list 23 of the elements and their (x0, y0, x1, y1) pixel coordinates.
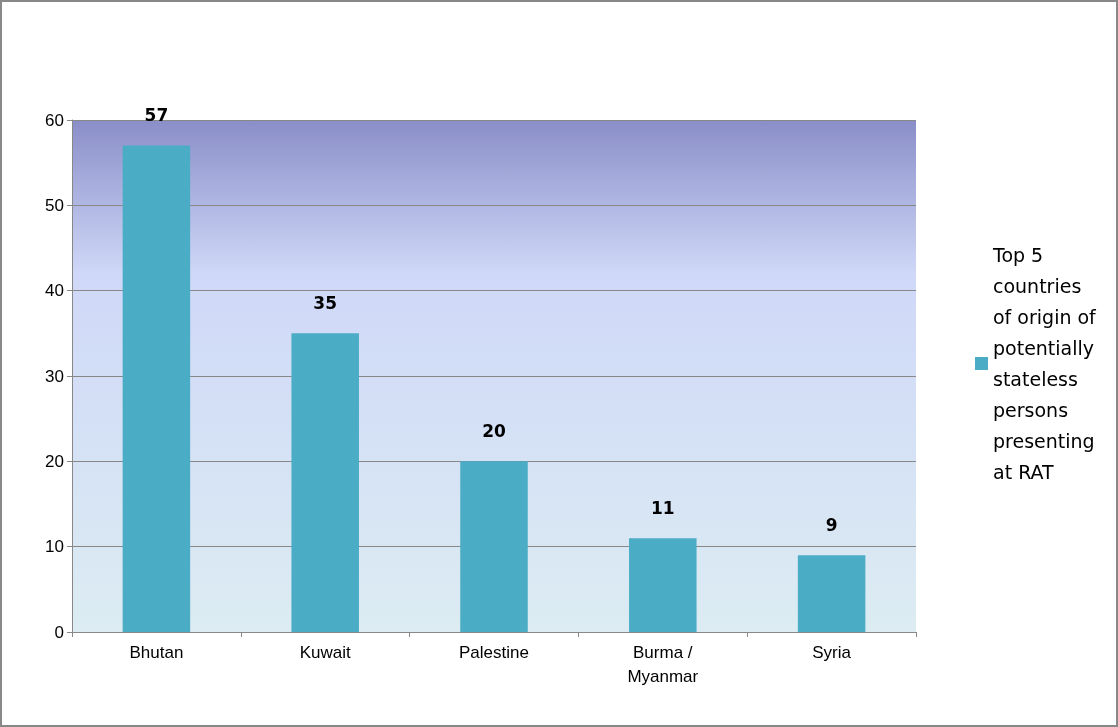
legend-label: Top 5 countries of origin of potentially stateless persons presenting at RAT (992, 244, 1102, 483)
y-tick-label: 40 (45, 281, 64, 301)
data-label: 9 (825, 514, 838, 535)
y-tick-label: 30 (45, 366, 64, 386)
x-tick-label: Bhutan (129, 642, 184, 662)
bar (797, 555, 866, 632)
y-tick-label: 20 (45, 451, 64, 471)
bar (291, 333, 359, 632)
y-tick-label: 60 (45, 110, 64, 130)
x-tick-label: Syria (812, 642, 852, 662)
x-tick-label: Kuwait (299, 642, 351, 662)
data-label: 57 (144, 105, 169, 126)
data-label: 20 (482, 420, 506, 441)
bar (122, 145, 191, 632)
x-tick-label: Palestine (459, 642, 529, 662)
bar (629, 538, 697, 632)
x-tick-label: Burma / Myanmar (627, 642, 699, 686)
y-tick-label: 0 (54, 622, 64, 642)
bar (460, 461, 528, 632)
y-tick-label: 50 (45, 195, 64, 215)
data-label: 35 (313, 292, 338, 313)
y-tick-label: 10 (45, 537, 64, 557)
data-label: 11 (650, 497, 675, 518)
